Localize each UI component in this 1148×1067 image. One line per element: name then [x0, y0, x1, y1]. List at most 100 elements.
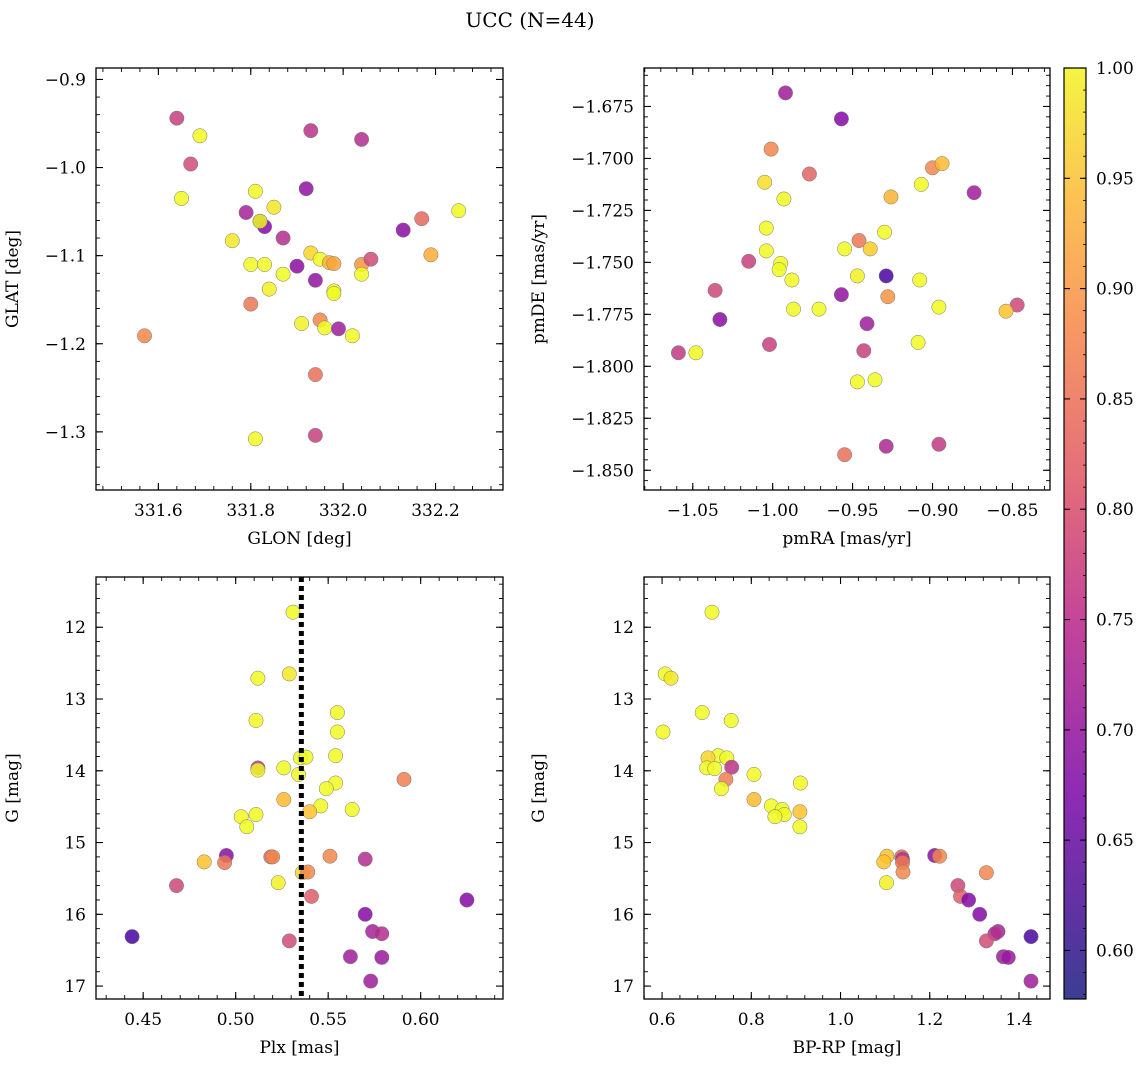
data-point — [302, 804, 318, 820]
data-point — [713, 781, 729, 797]
x-tick-label: 1.2 — [916, 1010, 943, 1030]
data-point — [276, 760, 292, 776]
data-point — [459, 892, 475, 908]
data-point — [784, 272, 800, 288]
colorbar-gradient — [1063, 67, 1087, 1000]
y-tick-label: 14 — [612, 762, 634, 782]
y-axis-label: G [mag] — [529, 753, 549, 822]
x-tick-label: 332.0 — [319, 501, 368, 521]
data-point — [329, 705, 345, 721]
x-tick-label: 0.50 — [217, 1010, 255, 1030]
colorbar-tick-label: 0.70 — [1096, 721, 1134, 741]
data-point — [239, 819, 255, 835]
data-point — [248, 713, 264, 728]
data-point — [374, 926, 390, 942]
y-tick-label: 16 — [612, 905, 634, 925]
data-point — [801, 166, 817, 182]
x-axis-label: GLON [deg] — [247, 529, 351, 549]
y-tick-label: −1.775 — [571, 305, 634, 325]
data-point — [879, 875, 894, 891]
data-point — [169, 110, 185, 126]
x-tick-label: −1.00 — [747, 501, 799, 521]
x-tick-label: 0.55 — [309, 1010, 347, 1030]
data-point — [763, 141, 779, 157]
x-tick-label: 0.60 — [402, 1010, 440, 1030]
data-point — [792, 804, 808, 820]
data-point — [670, 345, 686, 361]
data-point — [771, 262, 787, 278]
data-point — [252, 213, 268, 229]
x-axis-label: pmRA [mas/yr] — [782, 529, 911, 549]
data-point — [811, 301, 827, 317]
data-point — [300, 864, 316, 880]
y-tick-label: 17 — [612, 977, 634, 997]
data-point — [342, 949, 358, 965]
plot-frame — [95, 67, 504, 491]
data-point — [174, 190, 189, 206]
data-point — [331, 321, 346, 337]
data-point — [329, 724, 345, 740]
data-point — [326, 286, 342, 301]
data-point — [856, 343, 872, 359]
data-point — [833, 287, 849, 303]
data-point — [704, 604, 720, 620]
data-point — [257, 257, 273, 272]
data-point — [895, 864, 911, 880]
data-point — [137, 328, 152, 344]
data-point — [344, 802, 360, 817]
data-point — [396, 771, 412, 787]
data-point — [304, 888, 319, 904]
panel-glon-glat: 331.6 331.8 332.0 332.2 −0.9 −1.0 −1.1 −1.2 −1.3… — [3, 67, 504, 549]
data-point — [243, 296, 259, 312]
panel-bprp-g: 0.6 0.8 1.0 1.2 1.4 12 13 14 15 16 17 BP-RP [mag] G … — [529, 576, 1051, 1058]
y-tick-label: −1.0 — [45, 159, 86, 179]
data-point — [344, 328, 360, 344]
data-point — [1023, 973, 1039, 989]
data-point — [723, 713, 739, 728]
data-point — [862, 241, 878, 257]
y-tick-label: −1.675 — [571, 97, 634, 117]
data-point — [837, 241, 853, 257]
data-point — [217, 855, 233, 871]
data-point — [878, 268, 894, 284]
data-point — [912, 272, 928, 288]
data-point — [265, 849, 281, 865]
data-point — [248, 807, 264, 823]
y-tick-label: 15 — [64, 834, 86, 854]
data-point — [707, 761, 723, 777]
colorbar-tick-label: 0.90 — [1096, 280, 1134, 300]
data-point — [298, 181, 314, 197]
data-point — [792, 819, 808, 835]
data-point — [307, 367, 323, 383]
data-point — [357, 851, 373, 867]
data-point — [876, 854, 892, 870]
data-point — [243, 257, 259, 272]
y-axis-label: pmDE [mas/yr] — [529, 214, 549, 344]
colorbar-tick-label: 0.80 — [1096, 500, 1134, 520]
data-point — [328, 748, 344, 764]
x-tick-label: 1.0 — [827, 1010, 854, 1030]
data-point — [707, 282, 723, 298]
data-point — [307, 272, 323, 288]
data-point — [786, 301, 801, 317]
data-point — [724, 759, 740, 775]
data-point — [281, 666, 297, 682]
data-point — [247, 183, 263, 199]
data-point — [792, 775, 808, 791]
y-tick-label: 16 — [64, 905, 86, 925]
data-point — [307, 427, 323, 443]
data-point — [326, 256, 342, 272]
x-tick-label: 332.2 — [411, 501, 460, 521]
y-tick-label: 15 — [612, 834, 634, 854]
data-point — [423, 247, 439, 263]
data-point — [354, 266, 370, 282]
y-axis-label: GLAT [deg] — [3, 230, 23, 328]
data-point — [414, 211, 430, 227]
data-point — [192, 128, 208, 144]
data-point — [183, 156, 199, 172]
data-point — [837, 447, 853, 463]
y-tick-label: −1.3 — [45, 423, 86, 443]
data-point — [978, 865, 994, 881]
data-point — [883, 189, 899, 205]
data-point — [275, 230, 291, 246]
